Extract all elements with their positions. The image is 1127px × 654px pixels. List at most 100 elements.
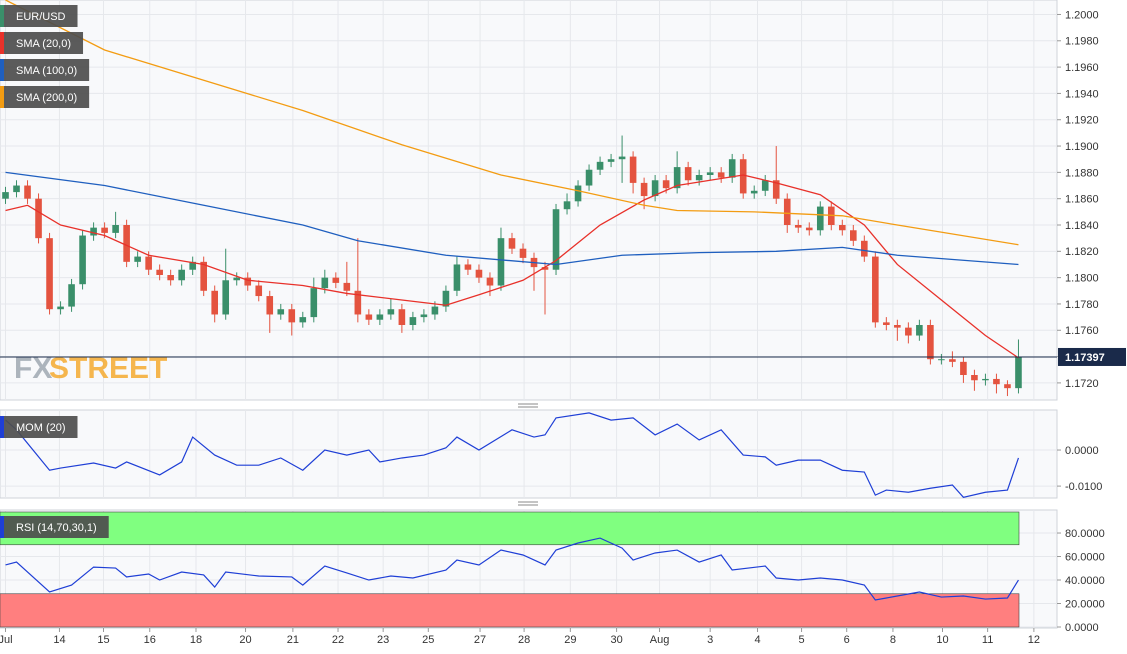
candle-body	[949, 359, 956, 362]
candle-body	[816, 206, 824, 231]
legend-box	[0, 516, 109, 538]
candle-body	[772, 180, 780, 199]
candle-body	[838, 225, 846, 231]
x-tick-label: 3	[707, 634, 713, 646]
y-tick-label: 60.0000	[1065, 551, 1105, 563]
candle-body	[387, 309, 395, 315]
legend-label: MOM (20)	[16, 422, 66, 434]
candle-body	[420, 314, 428, 318]
candle-body	[244, 277, 252, 286]
candle-body	[310, 288, 318, 318]
indicator-line	[5, 537, 1019, 601]
x-tick-label: 4	[754, 634, 760, 646]
candle-body	[739, 159, 747, 194]
candle-body	[1004, 384, 1011, 389]
y-tick-label: 20.0000	[1065, 598, 1105, 610]
y-tick-label: 1.1880	[1065, 167, 1099, 179]
y-tick-label: 1.1800	[1065, 273, 1099, 285]
candle-body	[46, 238, 53, 310]
candle-body	[299, 317, 307, 323]
candle-body	[57, 306, 64, 310]
legend-label: EUR/USD	[16, 11, 66, 23]
x-tick-label: 25	[422, 634, 434, 646]
y-tick-label: 1.1980	[1065, 36, 1099, 48]
x-tick-label: 20	[239, 634, 251, 646]
x-tick-label: 6	[844, 634, 850, 646]
candle-body	[927, 325, 934, 360]
legend-swatch	[0, 516, 4, 538]
candle-body	[321, 277, 329, 289]
candle-body	[850, 230, 857, 241]
candle-body	[200, 261, 207, 291]
candle-body	[24, 185, 31, 199]
x-tick-label: 28	[518, 634, 530, 646]
legend-swatch	[0, 59, 4, 81]
candle-body	[750, 190, 758, 194]
indicator-line	[5, 412, 1020, 498]
legend-swatch	[0, 416, 4, 438]
indicator-band	[0, 511, 1020, 546]
candle-body	[684, 167, 692, 181]
x-tick-label: 12	[1028, 634, 1040, 646]
x-tick-label: 15	[97, 634, 109, 646]
candle-body	[905, 327, 912, 336]
legend-label: SMA (200,0)	[16, 92, 77, 104]
legend-swatch	[0, 5, 4, 27]
y-tick-label: 1.1940	[1065, 88, 1099, 100]
legend-swatch	[0, 86, 4, 108]
candle-body	[277, 309, 285, 315]
candle-body	[167, 275, 174, 281]
candle-body	[398, 309, 406, 325]
candle-body	[123, 225, 130, 262]
candle-body	[938, 359, 945, 361]
candle-body	[475, 269, 483, 278]
y-tick-label: 1.1780	[1065, 299, 1099, 311]
candle-body	[894, 325, 901, 328]
y-tick-label: 1.1920	[1065, 115, 1099, 127]
x-tick-label: 18	[190, 634, 202, 646]
candle-body	[255, 285, 263, 297]
x-tick-label: Aug	[650, 634, 670, 646]
candle-body	[563, 201, 571, 210]
candle-body	[156, 269, 163, 275]
legend-label: SMA (100,0)	[16, 65, 77, 77]
x-tick-label: 10	[936, 634, 948, 646]
candle-body	[354, 290, 362, 315]
candle-body	[861, 240, 868, 257]
y-tick-label: 1.1820	[1065, 246, 1099, 258]
candle-body	[761, 180, 769, 191]
x-tick-label: 30	[610, 634, 622, 646]
x-tick-label: 8	[890, 634, 896, 646]
candle-body	[574, 185, 582, 202]
legend-label: SMA (20,0)	[16, 38, 71, 50]
candle-body	[145, 256, 152, 270]
candle-body	[365, 314, 373, 320]
x-tick-label: 29	[564, 634, 576, 646]
y-tick-label: 1.1720	[1065, 378, 1099, 390]
y-tick-label: 1.1760	[1065, 325, 1099, 337]
panel-handle[interactable]	[518, 403, 538, 506]
legend-box	[0, 32, 84, 54]
candle-body	[640, 182, 648, 197]
candle-body	[332, 277, 340, 283]
candle-body	[662, 180, 670, 189]
x-tick-label: 16	[144, 634, 156, 646]
candle-body	[695, 175, 703, 181]
candle-body	[376, 314, 384, 320]
candle-body	[409, 317, 417, 325]
last-price-box	[1058, 347, 1126, 366]
candle-body	[2, 192, 9, 199]
candle-body	[651, 180, 659, 197]
y-tick-label: 1.1900	[1065, 141, 1099, 153]
candle-body	[453, 264, 461, 291]
legend-box	[0, 5, 78, 27]
candle-body	[233, 277, 241, 281]
candle-body	[585, 169, 593, 186]
y-tick-label: 1.1960	[1065, 62, 1099, 74]
candle-body	[728, 159, 736, 178]
y-tick-label: 1.2000	[1065, 9, 1099, 21]
legend-swatch	[0, 32, 4, 54]
x-tick-label: 22	[332, 634, 344, 646]
